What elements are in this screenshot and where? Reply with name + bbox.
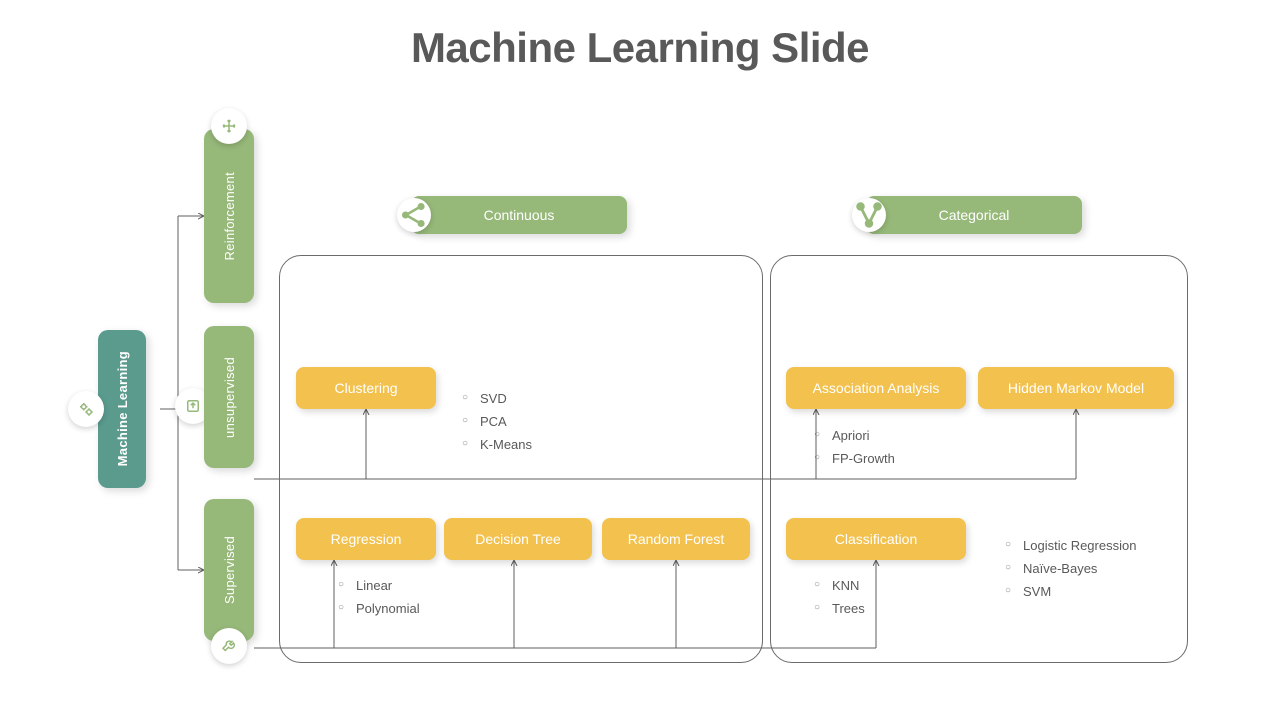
list-item: KNN: [814, 578, 865, 593]
list-item: Logistic Regression: [1005, 538, 1136, 553]
root-pill-ml: Machine Learning: [98, 330, 146, 488]
box-hmm: Hidden Markov Model: [978, 367, 1174, 409]
list-item: SVM: [1005, 584, 1136, 599]
list-regression: Linear Polynomial: [338, 570, 420, 624]
cat-label-unsupervised: unsupervised: [222, 357, 237, 438]
list-item: Naïve-Bayes: [1005, 561, 1136, 576]
list-item: SVD: [462, 391, 532, 406]
category-supervised: Supervised: [204, 499, 254, 641]
wrench-icon: [211, 628, 247, 664]
cat-label-supervised: Supervised: [222, 536, 237, 604]
move-icon: [211, 108, 247, 144]
gear-icon: [68, 391, 104, 427]
list-clustering: SVD PCA K-Means: [462, 383, 532, 460]
root-label: Machine Learning: [115, 351, 130, 466]
list-item: Trees: [814, 601, 865, 616]
header-continuous-label: Continuous: [484, 207, 555, 223]
box-classification: Classification: [786, 518, 966, 560]
list-item: Linear: [338, 578, 420, 593]
box-decision-tree: Decision Tree: [444, 518, 592, 560]
page-title: Machine Learning Slide: [411, 24, 869, 72]
box-regression: Regression: [296, 518, 436, 560]
box-random-forest: Random Forest: [602, 518, 750, 560]
list-item: Apriori: [814, 428, 895, 443]
list-item: Polynomial: [338, 601, 420, 616]
header-categorical-label: Categorical: [939, 207, 1010, 223]
cat-label-reinforcement: Reinforcement: [222, 172, 237, 260]
list-association: Apriori FP-Growth: [814, 420, 895, 474]
box-clustering: Clustering: [296, 367, 436, 409]
list-classification-b: Logistic Regression Naïve-Bayes SVM: [1005, 530, 1136, 607]
category-reinforcement: Reinforcement: [204, 129, 254, 303]
branch-icon: [852, 198, 886, 232]
category-unsupervised: unsupervised: [204, 326, 254, 468]
box-association: Association Analysis: [786, 367, 966, 409]
list-item: FP-Growth: [814, 451, 895, 466]
share-nodes-icon: [397, 198, 431, 232]
list-classification-a: KNN Trees: [814, 570, 865, 624]
list-item: PCA: [462, 414, 532, 429]
list-item: K-Means: [462, 437, 532, 452]
header-categorical: Categorical: [866, 196, 1082, 234]
header-continuous: Continuous: [411, 196, 627, 234]
